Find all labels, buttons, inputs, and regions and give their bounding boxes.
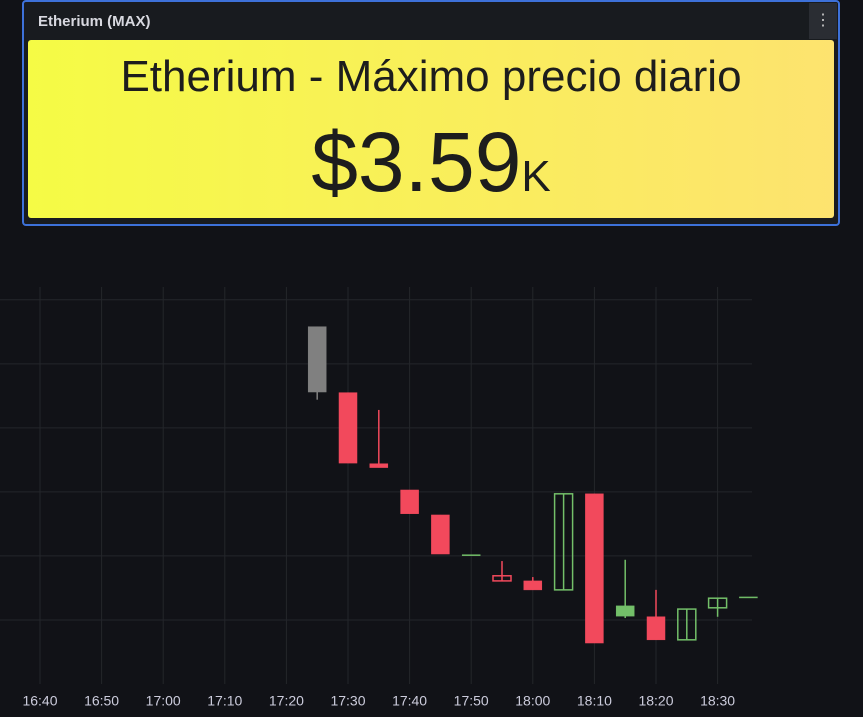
candle-body (615, 605, 635, 617)
panel-menu[interactable]: ⋮ (809, 3, 837, 39)
x-tick-label: 16:40 (22, 693, 57, 709)
x-tick-label: 17:20 (269, 693, 304, 709)
candle-body (431, 514, 450, 555)
chart: 16:40 16:50 17:00 17:10 17:20 17:30 17:40 17:50… (0, 287, 758, 709)
x-tick-label: 17:00 (146, 693, 181, 709)
candle-body (553, 493, 574, 591)
stat-panel: Etherium (MAX) ⋮ Etherium - Máximo preci… (22, 0, 840, 226)
panel-title: Etherium (MAX) (38, 13, 151, 30)
candle-body (646, 616, 666, 641)
x-tick-label: 18:30 (700, 693, 735, 709)
candle-body (677, 608, 697, 641)
candle-body (307, 326, 327, 393)
candle-body (492, 575, 512, 582)
candle-body (338, 392, 358, 464)
stat-box: Etherium - Máximo precio diario $3.59K (28, 40, 834, 218)
x-tick-label: 17:30 (330, 693, 365, 709)
stat-title: Etherium - Máximo precio diario (120, 52, 742, 101)
stat-unit: K (521, 152, 551, 201)
candle-body (461, 554, 481, 556)
candle-body (739, 596, 758, 599)
x-tick-label: 17:40 (392, 693, 427, 709)
candle-body (400, 489, 419, 514)
x-tick-label: 18:10 (577, 693, 612, 709)
x-tick-label: 17:10 (207, 693, 242, 709)
x-tick-label: 18:00 (515, 693, 550, 709)
candle-body (585, 493, 604, 644)
x-tick-label: 17:50 (454, 693, 489, 709)
candle-body (369, 463, 389, 468)
x-tick-label: 16:50 (84, 693, 119, 709)
candle-body (523, 580, 543, 591)
candle-body (707, 597, 728, 609)
stat-value: $3.59K (28, 114, 834, 211)
stat-number: $3.59 (311, 115, 522, 209)
x-tick-label: 18:20 (638, 693, 673, 709)
